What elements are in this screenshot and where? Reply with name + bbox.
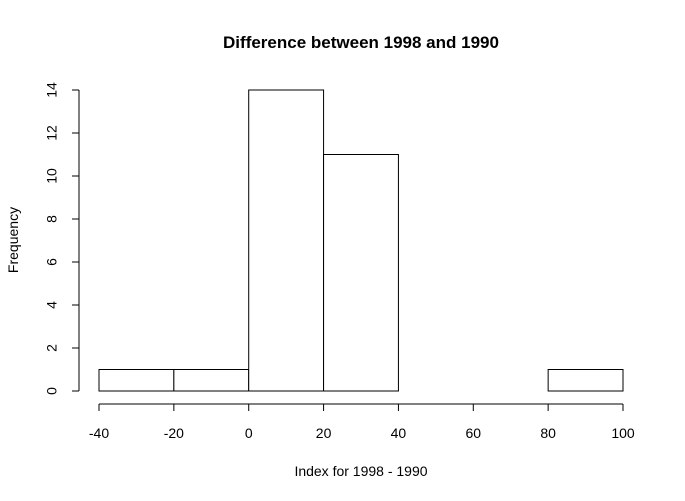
x-tick-label: 60 (465, 425, 481, 441)
x-tick-label: -20 (164, 425, 184, 441)
x-tick-label: 0 (245, 425, 253, 441)
x-axis-label: Index for 1998 - 1990 (294, 463, 427, 479)
x-tick-label: 80 (540, 425, 556, 441)
y-tick-label: 10 (44, 168, 60, 184)
y-tick-label: 6 (44, 258, 60, 266)
x-tick-label: 20 (316, 425, 332, 441)
histogram-bar-1 (173, 369, 250, 392)
y-axis-label: Frequency (5, 207, 21, 273)
bars-group (98, 89, 624, 392)
y-tick-label: 0 (44, 387, 60, 395)
x-tick-label: 100 (611, 425, 635, 441)
x-tick-label: -40 (89, 425, 109, 441)
histogram-bar-3 (323, 154, 399, 392)
histogram-bar-6 (547, 369, 624, 392)
chart-title: Difference between 1998 and 1990 (223, 33, 499, 52)
histogram-bar-0 (98, 369, 175, 392)
y-tick-label: 4 (44, 301, 60, 309)
x-tick-label: 40 (391, 425, 407, 441)
y-tick-label: 2 (44, 344, 60, 352)
y-axis: 0 2 4 6 8 10 12 14 (44, 82, 80, 395)
y-tick-label: 8 (44, 215, 60, 223)
y-tick-label: 14 (44, 82, 60, 98)
histogram-bar-2 (248, 89, 325, 392)
y-tick-label: 12 (44, 125, 60, 141)
x-axis: -40 -20 0 20 40 60 80 100 (89, 403, 635, 441)
